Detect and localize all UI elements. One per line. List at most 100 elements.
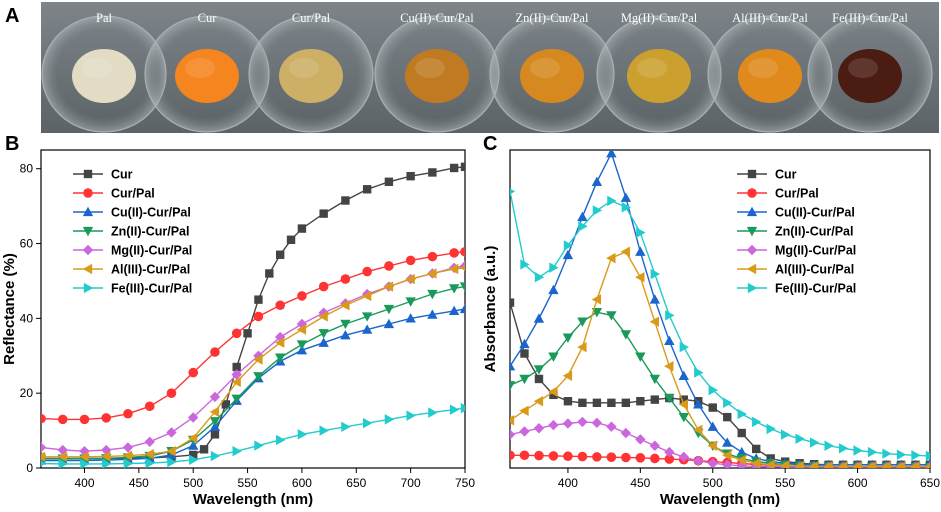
- data-point: [577, 211, 588, 221]
- legend-item: Fe(III)-Cur/Pal: [737, 282, 856, 296]
- data-point: [664, 335, 675, 345]
- legend-item: Cu(II)-Cur/Pal: [73, 206, 191, 220]
- sample-label: Fe(III)-Cur/Pal: [832, 11, 908, 25]
- data-point: [747, 282, 758, 294]
- powder-sample: [175, 49, 239, 103]
- legend-label: Cu(II)-Cur/Pal: [111, 206, 191, 220]
- x-tick-label: 550: [238, 476, 258, 490]
- axes-b: 400 450 500 550 600 650 700 750 0 20 40 60 80: [20, 162, 476, 490]
- data-point: [678, 370, 689, 380]
- data-point: [708, 403, 717, 412]
- axes-c: 400 450 500 550 600 650: [558, 468, 940, 490]
- data-point: [460, 162, 465, 172]
- data-point: [449, 248, 459, 258]
- data-point: [459, 264, 465, 271]
- data-point: [722, 459, 733, 468]
- series-b: [41, 162, 465, 468]
- data-point: [275, 300, 285, 311]
- data-point: [747, 188, 757, 198]
- data-point: [809, 437, 820, 448]
- data-point: [548, 352, 559, 362]
- data-point: [678, 412, 689, 423]
- data-point: [58, 458, 68, 468]
- data-point: [577, 341, 587, 353]
- series-line: [41, 285, 465, 460]
- data-point: [341, 421, 351, 433]
- data-point: [80, 458, 90, 468]
- data-point: [577, 317, 588, 327]
- data-point: [166, 388, 177, 398]
- data-point: [650, 268, 661, 280]
- data-point: [520, 349, 529, 358]
- data-point: [340, 329, 351, 340]
- legend-label: Mg(II)-Cur/Pal: [111, 244, 192, 258]
- data-point: [510, 298, 515, 307]
- legend-item: Al(III)-Cur/Pal: [73, 263, 190, 277]
- data-point: [253, 311, 264, 322]
- data-point: [766, 423, 776, 435]
- data-point: [736, 460, 747, 468]
- panel-label-c: C: [483, 133, 497, 155]
- data-point: [591, 176, 603, 186]
- data-point: [519, 338, 530, 349]
- data-point: [101, 413, 112, 423]
- data-point: [274, 353, 286, 363]
- data-point: [620, 330, 632, 340]
- data-point: [533, 396, 544, 407]
- data-point: [362, 266, 372, 277]
- x-tick-label: 450: [129, 476, 149, 490]
- data-point: [620, 192, 632, 202]
- data-point: [459, 303, 465, 314]
- data-point: [867, 446, 878, 458]
- series: [510, 246, 930, 468]
- data-point: [276, 434, 286, 446]
- data-point: [123, 458, 134, 468]
- data-point: [209, 417, 221, 427]
- data-point: [707, 458, 718, 468]
- powder-sample: [838, 49, 902, 103]
- data-point: [297, 429, 308, 440]
- data-point: [649, 316, 659, 327]
- data-point: [823, 461, 833, 468]
- sample-label: Zn(II)-Cur/Pal: [516, 11, 589, 25]
- data-point: [318, 311, 328, 322]
- data-point: [102, 458, 112, 468]
- data-point: [83, 169, 93, 179]
- data-point: [510, 450, 515, 461]
- data-point: [649, 294, 661, 304]
- data-point: [231, 328, 242, 339]
- data-point: [510, 415, 515, 426]
- series: [41, 246, 465, 425]
- data-point: [210, 347, 220, 357]
- data-point: [896, 449, 907, 460]
- data-point: [167, 456, 177, 468]
- data-point: [549, 390, 558, 400]
- data-point: [694, 367, 704, 378]
- data-point: [318, 337, 329, 347]
- data-point: [428, 407, 438, 418]
- data-point: [620, 427, 632, 439]
- data-point: [384, 414, 395, 425]
- data-point: [82, 206, 94, 217]
- data-point: [562, 418, 574, 429]
- series: [41, 402, 465, 468]
- data-point: [621, 398, 631, 408]
- powder-highlight: [748, 58, 778, 78]
- data-point: [910, 461, 920, 468]
- data-point: [427, 289, 438, 300]
- series: [41, 303, 465, 465]
- data-point: [448, 284, 460, 294]
- data-point: [664, 361, 674, 372]
- data-point: [895, 461, 906, 468]
- data-point: [606, 452, 617, 462]
- data-point: [533, 365, 545, 375]
- data-point: [362, 185, 372, 194]
- data-point: [318, 281, 329, 292]
- legend-label: Cur/Pal: [111, 187, 155, 201]
- data-point: [751, 458, 761, 468]
- plot-frame-c: [509, 149, 931, 469]
- data-point: [41, 460, 47, 467]
- series: [41, 282, 465, 464]
- legend-label: Cur/Pal: [775, 187, 819, 201]
